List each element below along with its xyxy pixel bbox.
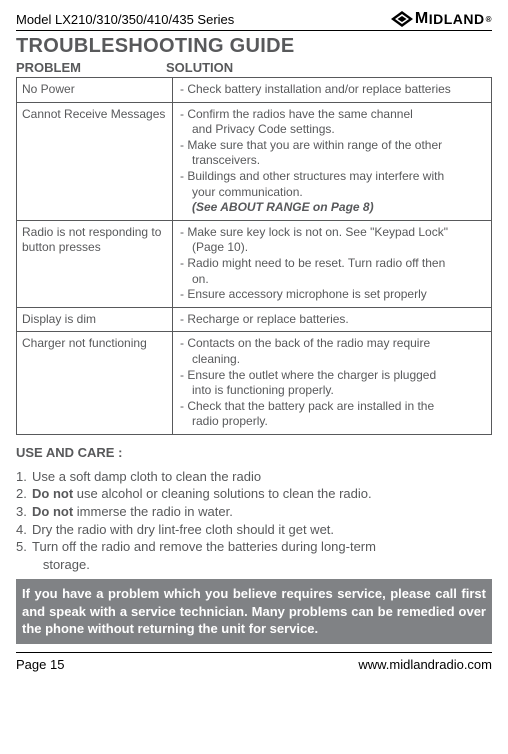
solution-subline: (Page 10). [178, 240, 486, 256]
care-item-text: Use a soft damp cloth to clean the radio [32, 468, 261, 486]
care-list-item: 3.Do not immerse the radio in water. [16, 503, 492, 521]
solution-subline: your communication. [178, 185, 486, 201]
care-item-text: Do not use alcohol or cleaning solutions… [32, 485, 372, 503]
care-item-text: Dry the radio with dry lint-free cloth s… [32, 521, 334, 539]
solution-line: - Contacts on the back of the radio may … [178, 336, 486, 352]
col-solution: SOLUTION [166, 60, 233, 75]
solution-line: - Confirm the radios have the same chann… [178, 107, 486, 123]
care-item-text: Do not immerse the radio in water. [32, 503, 233, 521]
care-item-number [16, 556, 32, 574]
header: Model LX210/310/350/410/435 Series MIDLA… [16, 10, 492, 28]
table-row: Charger not functioning - Contacts on the… [17, 332, 492, 435]
registered-mark: ® [486, 15, 492, 24]
column-headers: PROBLEM SOLUTION [16, 60, 492, 75]
solution-subline: cleaning. [178, 352, 486, 368]
solution-line: - Ensure accessory microphone is set pro… [178, 287, 486, 303]
table-row: Display is dim - Recharge or replace batt… [17, 307, 492, 332]
care-item-number: 1. [16, 468, 32, 486]
solution-line: - Ensure the outlet where the charger is… [178, 368, 486, 384]
problem-cell: Cannot Receive Messages [17, 102, 173, 220]
solution-line: - Check that the battery pack are instal… [178, 399, 486, 415]
solution-line: - Make sure key lock is not on. See "Key… [178, 225, 486, 241]
care-list-item: 1.Use a soft damp cloth to clean the rad… [16, 468, 492, 486]
solution-line: - Make sure that you are within range of… [178, 138, 486, 154]
care-list-item: 5.Turn off the radio and remove the batt… [16, 538, 492, 556]
page-title: TROUBLESHOOTING GUIDE [16, 35, 492, 58]
page-number: Page 15 [16, 657, 64, 672]
care-item-number: 2. [16, 485, 32, 503]
table-row: Radio is not responding to button presse… [17, 220, 492, 307]
problem-cell: No Power [17, 78, 173, 103]
solution-line: - Check battery installation and/or repl… [178, 82, 486, 98]
col-problem: PROBLEM [16, 60, 166, 75]
solution-cell: - Make sure key lock is not on. See "Key… [173, 220, 492, 307]
care-item-text: storage. [32, 556, 90, 574]
solution-subline: on. [178, 272, 486, 288]
solution-subline: into is functioning properly. [178, 383, 486, 399]
care-item-number: 5. [16, 538, 32, 556]
use-and-care-list: 1.Use a soft damp cloth to clean the rad… [16, 468, 492, 573]
footer-url: www.midlandradio.com [358, 657, 492, 672]
solution-line: - Radio might need to be reset. Turn rad… [178, 256, 486, 272]
table-row: No Power - Check battery installation and… [17, 78, 492, 103]
solution-line: - Buildings and other structures may int… [178, 169, 486, 185]
solution-cell: - Contacts on the back of the radio may … [173, 332, 492, 435]
problem-cell: Display is dim [17, 307, 173, 332]
brand-rest: IDLAND [429, 11, 485, 27]
brand-diamond-icon [391, 11, 413, 27]
service-notice: If you have a problem which you believe … [16, 579, 492, 644]
use-and-care-heading: USE AND CARE : [16, 445, 492, 460]
solution-cell: - Check battery installation and/or repl… [173, 78, 492, 103]
care-list-item: 2.Do not use alcohol or cleaning solutio… [16, 485, 492, 503]
solution-line: - Recharge or replace batteries. [178, 312, 486, 328]
care-item-number: 3. [16, 503, 32, 521]
footer: Page 15 www.midlandradio.com [16, 652, 492, 672]
problem-cell: Charger not functioning [17, 332, 173, 435]
brand-first-char: M [415, 10, 429, 28]
solution-cell: - Recharge or replace batteries. [173, 307, 492, 332]
brand-logo: MIDLAND® [391, 10, 492, 28]
model-label: Model LX210/310/350/410/435 Series [16, 12, 234, 27]
care-item-text: Turn off the radio and remove the batter… [32, 538, 376, 556]
care-item-number: 4. [16, 521, 32, 539]
troubleshoot-table: No Power - Check battery installation and… [16, 77, 492, 435]
solution-cell: - Confirm the radios have the same chann… [173, 102, 492, 220]
care-list-item: 4.Dry the radio with dry lint-free cloth… [16, 521, 492, 539]
problem-cell: Radio is not responding to button presse… [17, 220, 173, 307]
header-divider [16, 30, 492, 31]
table-row: Cannot Receive Messages - Confirm the rad… [17, 102, 492, 220]
solution-subline: radio properly. [178, 414, 486, 430]
solution-subline: and Privacy Code settings. [178, 122, 486, 138]
solution-subline: transceivers. [178, 153, 486, 169]
solution-emphasis: (See ABOUT RANGE on Page 8) [178, 200, 486, 216]
care-list-item: storage. [16, 556, 492, 574]
